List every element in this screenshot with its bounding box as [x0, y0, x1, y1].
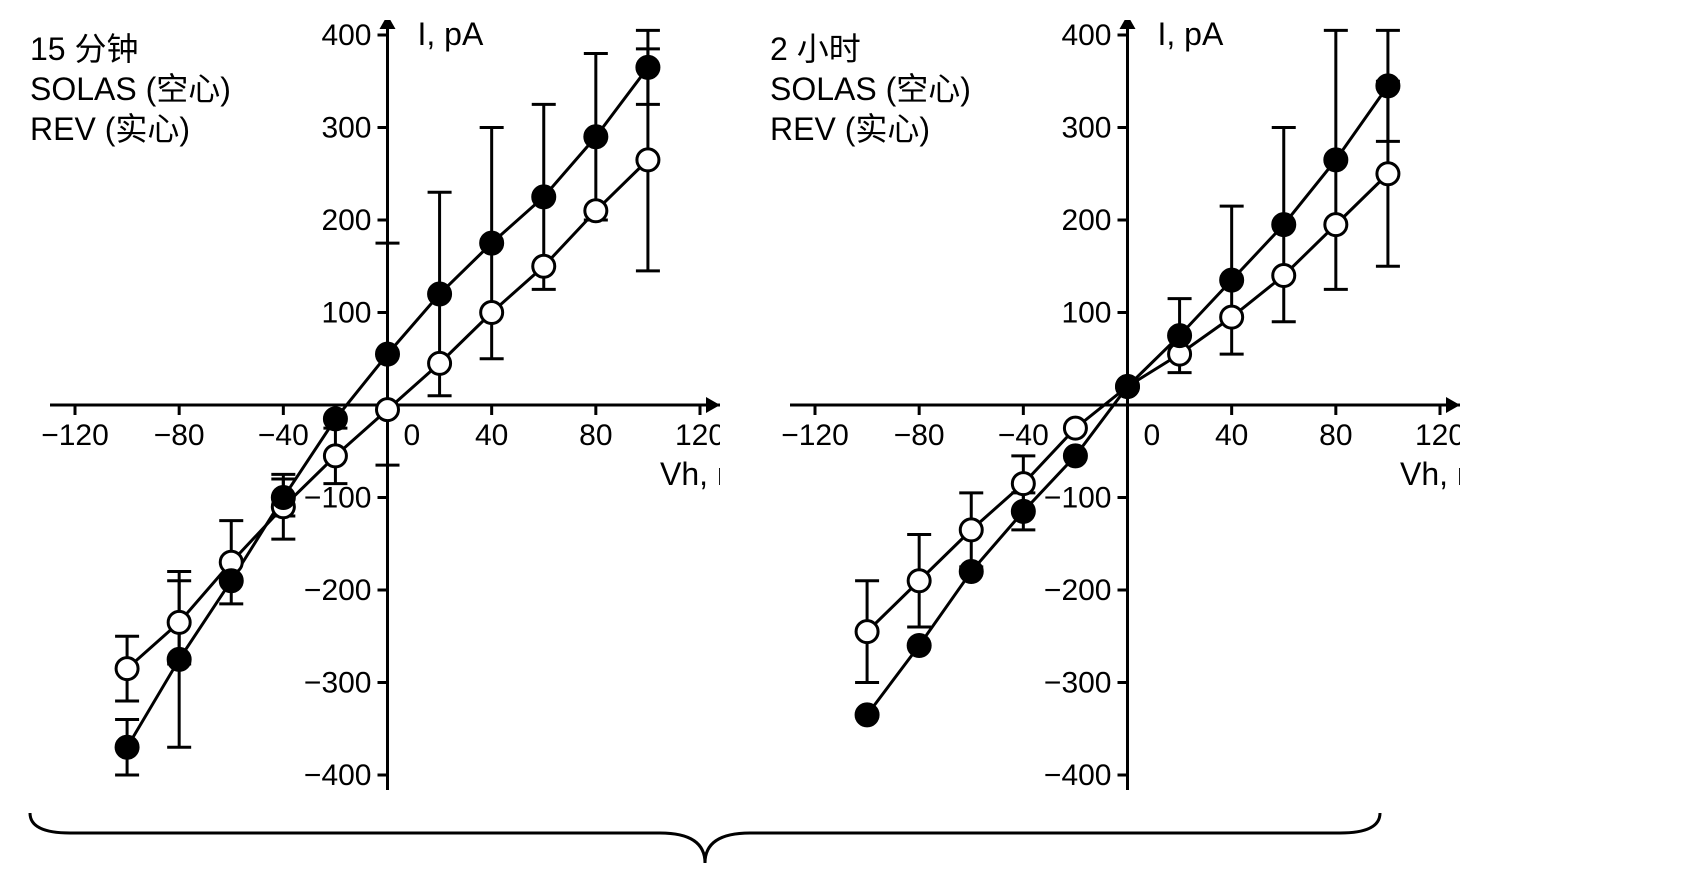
x-axis-arrow: [1446, 397, 1460, 413]
marker-solas: [960, 519, 982, 541]
panel-title-line: REV (实心): [770, 111, 930, 147]
x-tick-label: −40: [998, 419, 1049, 452]
y-tick-label: 400: [1061, 20, 1111, 52]
x-tick-label: 40: [475, 419, 508, 452]
marker-rev: [585, 126, 607, 148]
chart-2hr: −120−80−4004080120−400−300−200−100100200…: [760, 20, 1460, 800]
marker-rev: [960, 561, 982, 583]
marker-solas: [481, 302, 503, 324]
marker-solas: [377, 399, 399, 421]
marker-rev: [1064, 445, 1086, 467]
marker-solas: [1325, 214, 1347, 236]
figure-container: −120−80−4004080120−400−300−200−100100200…: [0, 0, 1708, 894]
marker-solas: [585, 200, 607, 222]
y-tick-label: −300: [304, 667, 372, 700]
y-axis-label: I, pA: [1158, 20, 1224, 52]
marker-solas: [908, 570, 930, 592]
panel-title-line: SOLAS (空心): [770, 71, 971, 107]
x-tick-label: 40: [1215, 419, 1248, 452]
marker-solas: [856, 621, 878, 643]
x-tick-label: 0: [404, 419, 421, 452]
marker-rev: [377, 343, 399, 365]
brace-svg: [20, 808, 1390, 878]
marker-rev: [856, 704, 878, 726]
x-tick-label: −120: [781, 419, 849, 452]
x-tick-label: 120: [1415, 419, 1460, 452]
marker-rev: [533, 186, 555, 208]
brace-annotation: [20, 808, 1390, 878]
y-axis-arrow: [380, 20, 396, 29]
marker-rev: [1325, 149, 1347, 171]
marker-rev: [116, 736, 138, 758]
panel-2hr: −120−80−4004080120−400−300−200−100100200…: [760, 20, 1460, 800]
y-tick-label: −200: [1044, 574, 1112, 607]
x-tick-label: 0: [1144, 419, 1161, 452]
x-axis-arrow: [706, 397, 720, 413]
y-tick-label: 100: [1061, 297, 1111, 330]
y-tick-label: 100: [321, 297, 371, 330]
y-axis-arrow: [1120, 20, 1136, 29]
marker-solas: [1064, 417, 1086, 439]
x-axis-label: Vh, mV: [660, 456, 720, 492]
marker-rev: [1169, 325, 1191, 347]
marker-solas: [1012, 473, 1034, 495]
marker-rev: [908, 635, 930, 657]
marker-rev: [637, 56, 659, 78]
brace-path: [30, 813, 1380, 863]
marker-rev: [1117, 376, 1139, 398]
panel-title-line: REV (实心): [30, 111, 190, 147]
panel-title-line: 2 小时: [770, 31, 861, 67]
y-tick-label: 400: [321, 20, 371, 52]
x-tick-label: 80: [1319, 419, 1352, 452]
marker-solas: [1377, 163, 1399, 185]
x-tick-label: 120: [675, 419, 720, 452]
marker-rev: [429, 283, 451, 305]
marker-rev: [1012, 500, 1034, 522]
marker-rev: [220, 570, 242, 592]
panel-title-line: SOLAS (空心): [30, 71, 231, 107]
y-tick-label: −400: [1044, 759, 1112, 792]
marker-rev: [168, 648, 190, 670]
y-tick-label: −300: [1044, 667, 1112, 700]
panel-15min: −120−80−4004080120−400−300−200−100100200…: [20, 20, 720, 800]
x-tick-label: −80: [894, 419, 945, 452]
y-tick-label: −400: [304, 759, 372, 792]
panel-title-line: 15 分钟: [30, 31, 139, 67]
y-tick-label: −200: [304, 574, 372, 607]
marker-rev: [324, 408, 346, 430]
marker-solas: [429, 352, 451, 374]
marker-rev: [481, 232, 503, 254]
x-tick-label: −80: [154, 419, 205, 452]
y-tick-label: 300: [321, 112, 371, 145]
marker-rev: [1221, 269, 1243, 291]
marker-rev: [1273, 214, 1295, 236]
y-tick-label: 200: [321, 204, 371, 237]
marker-solas: [637, 149, 659, 171]
marker-solas: [533, 255, 555, 277]
y-tick-label: −100: [1044, 482, 1112, 515]
chart-15min: −120−80−4004080120−400−300−200−100100200…: [20, 20, 720, 800]
y-axis-label: I, pA: [418, 20, 484, 52]
y-tick-label: 300: [1061, 112, 1111, 145]
x-tick-label: 80: [579, 419, 612, 452]
x-tick-label: −120: [41, 419, 109, 452]
marker-solas: [1273, 265, 1295, 287]
marker-rev: [1377, 75, 1399, 97]
y-tick-label: −100: [304, 482, 372, 515]
marker-solas: [168, 611, 190, 633]
x-tick-label: −40: [258, 419, 309, 452]
marker-solas: [324, 445, 346, 467]
marker-solas: [116, 658, 138, 680]
marker-solas: [1221, 306, 1243, 328]
x-axis-label: Vh, mV: [1400, 456, 1460, 492]
marker-rev: [272, 487, 294, 509]
y-tick-label: 200: [1061, 204, 1111, 237]
